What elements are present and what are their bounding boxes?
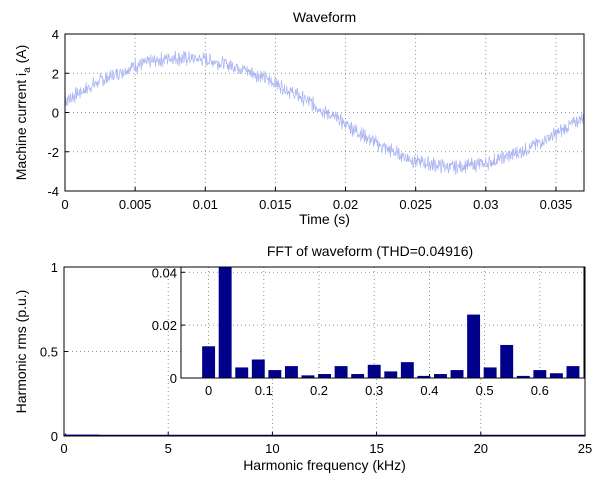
fft-title: FFT of waveform (THD=0.04916) (267, 243, 473, 259)
fft-x-tick-label: 25 (578, 441, 592, 456)
inset-bar (318, 374, 331, 378)
inset-bar (218, 267, 232, 378)
waveform-y-tick-label: -4 (47, 184, 59, 199)
waveform-y-tick-label: 4 (52, 27, 59, 42)
inset-bar (549, 373, 563, 378)
waveform-x-tick-label: 0.03 (473, 197, 498, 212)
fft-x-tick-label: 15 (369, 441, 383, 456)
inset-bar (417, 375, 431, 378)
inset-x-tick-label: 0.3 (365, 383, 383, 398)
inset-bar (434, 374, 447, 378)
inset-bar (400, 362, 414, 378)
inset-bar (483, 367, 497, 378)
inset-plot-area (181, 267, 584, 378)
inset-bar (566, 366, 580, 378)
waveform-x-label: Time (s) (299, 211, 350, 227)
inset-x-tick-label: 0.2 (310, 383, 328, 398)
fft-x-tick-label: 10 (265, 441, 279, 456)
fft-x-label: Harmonic frequency (kHz) (243, 457, 406, 473)
inset-bar (301, 375, 315, 378)
inset-bar (533, 370, 547, 378)
waveform-x-tick-label: 0.02 (333, 197, 358, 212)
waveform-series-line (64, 50, 585, 176)
inset-bar (202, 346, 216, 378)
fft-x-tick-label: 5 (165, 441, 172, 456)
waveform-x-tick-label: 0 (61, 197, 68, 212)
waveform-x-tick-label: 0.005 (119, 197, 152, 212)
inset-y-tick-label: 0.02 (152, 318, 177, 333)
inset-y-tick-label: 0.04 (152, 265, 177, 280)
inset-bar (384, 371, 398, 378)
waveform-x-tick-label: 0.01 (193, 197, 218, 212)
waveform-x-tick-label: 0.025 (399, 197, 432, 212)
waveform-y-tick-label: 2 (52, 66, 59, 81)
waveform-axes-frame (64, 33, 585, 192)
waveform-x-tick-label: 0.015 (259, 197, 292, 212)
inset-bar (450, 370, 464, 378)
fft-x-tick-label: 20 (474, 441, 488, 456)
waveform-y-label: Machine current ia (A) (13, 45, 33, 181)
inset-bar (500, 344, 514, 378)
waveform-y-tick-label: -2 (47, 145, 59, 160)
fft-y-tick-label: 0.5 (40, 345, 58, 360)
inset-x-tick-label: 0 (205, 383, 212, 398)
fft-y-tick-label: 1 (51, 260, 58, 275)
inset-bar (367, 364, 381, 378)
inset-x-tick-label: 0.4 (420, 383, 438, 398)
fft-y-tick-label: 0 (51, 429, 58, 444)
inset-bar (467, 314, 481, 378)
inset-bar (268, 370, 282, 378)
inset-bar (334, 366, 348, 378)
inset-bar (284, 366, 298, 378)
inset-x-tick-label: 0.6 (531, 383, 549, 398)
fft-y-label: Harmonic rms (p.u.) (13, 290, 29, 414)
inset-bar (351, 374, 365, 378)
inset-y-tick-label: 0 (170, 371, 177, 386)
inset-axes-frame (180, 266, 585, 379)
inset-x-tick-label: 0.5 (476, 383, 494, 398)
inset-bar (251, 359, 265, 378)
inset-bar (516, 375, 530, 378)
waveform-y-tick-label: 0 (52, 106, 59, 121)
inset-x-tick-label: 0.1 (255, 383, 273, 398)
fft-main-bar (64, 433, 67, 436)
inset-bar (235, 367, 249, 378)
fft-x-tick-label: 0 (60, 441, 67, 456)
waveform-title: Waveform (293, 9, 356, 25)
waveform-x-tick-label: 0.035 (540, 197, 573, 212)
